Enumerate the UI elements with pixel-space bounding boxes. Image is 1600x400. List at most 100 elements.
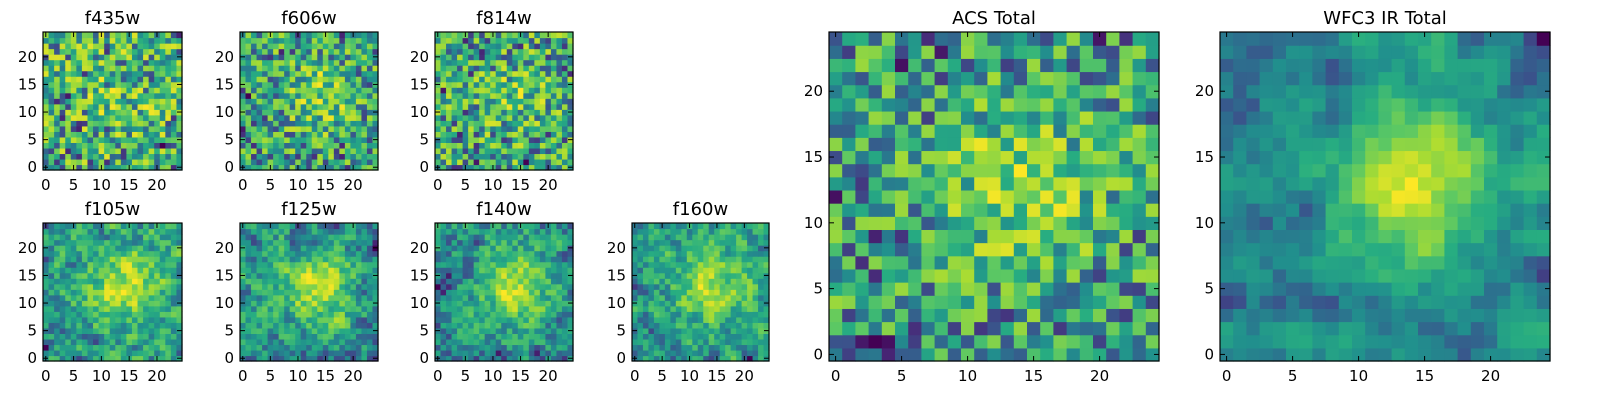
heatmap-cell (692, 234, 699, 241)
heatmap-cell (561, 316, 569, 323)
heatmap-cell (545, 81, 552, 88)
heatmap-cell (539, 223, 546, 230)
heatmap-cell (974, 295, 988, 309)
heatmap-cell (484, 114, 491, 121)
heatmap-cell (545, 267, 552, 274)
heatmap-cell (295, 43, 302, 50)
heatmap-cell (54, 272, 61, 279)
heatmap-cell (556, 245, 563, 252)
heatmap-cell (154, 59, 161, 66)
heatmap-cell (479, 228, 486, 235)
heatmap-cell (81, 272, 89, 279)
heatmap-cell (115, 305, 122, 312)
heatmap-cell (262, 256, 269, 263)
heatmap-cell (295, 54, 302, 61)
heatmap-cell (267, 87, 274, 94)
heatmap-cell (1119, 229, 1134, 244)
heatmap-cell (284, 272, 291, 279)
heatmap-cell (446, 250, 453, 257)
heatmap-cell (659, 278, 666, 285)
heatmap-cell (333, 48, 340, 55)
heatmap-cell (251, 256, 258, 263)
heatmap-cell (435, 98, 442, 105)
heatmap-cell (48, 59, 55, 66)
heatmap-cell (350, 103, 357, 110)
heatmap-cell (278, 65, 285, 72)
heatmap-cell (70, 43, 77, 50)
heatmap-cell (372, 256, 379, 263)
heatmap-cell (267, 250, 274, 257)
heatmap-cell (653, 261, 660, 268)
heatmap-cell (1013, 347, 1028, 362)
heatmap-cell (262, 43, 269, 50)
heatmap-cell (451, 54, 458, 61)
heatmap-cell (550, 92, 558, 99)
heatmap-cell (267, 65, 274, 72)
heatmap-cell (339, 256, 346, 263)
heatmap-cell (154, 54, 161, 61)
heatmap-cell (747, 245, 754, 252)
heatmap-cell (921, 176, 936, 191)
heatmap-cell (126, 250, 133, 257)
heatmap-cell (262, 300, 269, 307)
heatmap-cell (267, 289, 274, 296)
heatmap-cell (322, 87, 329, 94)
heatmap-cell (517, 37, 524, 44)
heatmap-cell (131, 234, 139, 241)
heatmap-cell (440, 142, 447, 149)
heatmap-cell (262, 125, 269, 132)
heatmap-cell (54, 125, 61, 132)
heatmap-cell (48, 98, 55, 105)
heatmap-cell (440, 223, 447, 230)
heatmap-cell (714, 261, 721, 268)
heatmap-cell (143, 147, 150, 155)
heatmap-cell (1013, 255, 1028, 270)
heatmap-cell (534, 114, 541, 121)
heatmap-cell (87, 228, 94, 235)
heatmap-cell (719, 338, 726, 346)
heatmap-cell (842, 268, 856, 283)
heatmap-cell (240, 311, 247, 318)
heatmap-cell (350, 272, 357, 279)
heatmap-cell (262, 223, 269, 230)
heatmap-cell (534, 153, 541, 160)
heatmap-cell (642, 333, 650, 340)
heatmap-cell (730, 289, 737, 296)
heatmap-cell (311, 76, 318, 83)
heatmap-cell (93, 272, 100, 279)
heatmap-cell (534, 261, 541, 268)
heatmap-cell (104, 43, 111, 50)
heatmap-cell (306, 272, 313, 279)
heatmap-cell (670, 322, 677, 329)
heatmap-cell (534, 355, 541, 362)
heatmap-cell (109, 103, 116, 110)
heatmap-cell (98, 311, 105, 318)
heatmap-cell (501, 316, 508, 323)
x-tick-label: 5 (69, 176, 79, 194)
heatmap-cell (736, 333, 743, 340)
heatmap-cell (328, 333, 335, 340)
heatmap-cell (115, 234, 122, 241)
heatmap-cell (176, 311, 183, 318)
heatmap-cell (350, 153, 357, 160)
heatmap-cell (556, 267, 563, 274)
heatmap-cell (87, 261, 94, 268)
heatmap-cell (473, 32, 480, 39)
heatmap-cell (517, 109, 524, 116)
heatmap-cell (48, 355, 55, 362)
heatmap-cell (550, 43, 558, 50)
heatmap-cell (534, 98, 541, 105)
heatmap-cell (109, 261, 116, 268)
heatmap-cell (93, 261, 100, 268)
heatmap-cell (104, 147, 111, 155)
heatmap-cell (692, 305, 699, 312)
heatmap-cell (523, 338, 530, 346)
heatmap-cell (70, 234, 77, 241)
heatmap-cell (284, 125, 291, 132)
heatmap-cell (664, 223, 671, 230)
heatmap-cell (457, 344, 464, 351)
heatmap-cell (479, 311, 486, 318)
heatmap-cell (686, 344, 693, 351)
heatmap-cell (273, 131, 280, 138)
heatmap-cell (159, 136, 166, 143)
